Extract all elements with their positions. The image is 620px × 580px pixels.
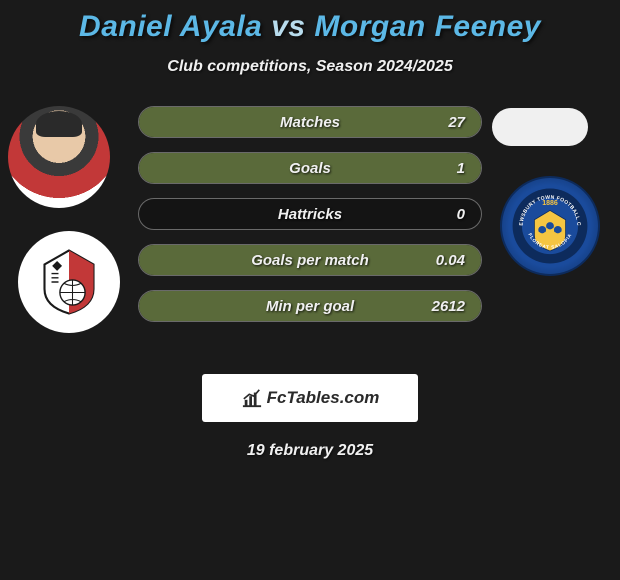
player2-avatar-placeholder: [492, 108, 588, 146]
stat-row-min-per-goal: Min per goal 2612: [138, 290, 482, 322]
comparison-title: Daniel Ayala vs Morgan Feeney: [0, 0, 620, 44]
stat-value-right: 1: [457, 160, 465, 177]
snapshot-date: 19 february 2025: [0, 442, 620, 460]
stat-row-hattricks: Hattricks 0: [138, 198, 482, 230]
rotherham-icon: [34, 247, 104, 317]
player1-avatar: [8, 106, 110, 208]
branding-badge: FcTables.com: [202, 374, 418, 422]
stat-pills: Matches 27 Goals 1 Hattricks 0 Goals per match…: [138, 106, 482, 336]
stat-value-right: 2612: [432, 298, 465, 315]
stat-label: Matches: [280, 114, 340, 131]
player2-club-badge: 1886 SHREWSBURY TOWN FOOTBALL CLUB FLORE…: [500, 176, 600, 276]
stat-row-goals: Goals 1: [138, 152, 482, 184]
stat-row-matches: Matches 27: [138, 106, 482, 138]
stat-label: Hattricks: [278, 206, 342, 223]
stat-label: Goals: [289, 160, 331, 177]
player1-name: Daniel Ayala: [79, 10, 262, 43]
stat-label: Min per goal: [266, 298, 354, 315]
stat-value-right: 27: [448, 114, 465, 131]
stat-row-goals-per-match: Goals per match 0.04: [138, 244, 482, 276]
season-subtitle: Club competitions, Season 2024/2025: [0, 58, 620, 76]
stat-label: Goals per match: [251, 252, 369, 269]
stat-value-right: 0: [457, 206, 465, 223]
stat-value-right: 0.04: [436, 252, 465, 269]
stats-area: 1886 SHREWSBURY TOWN FOOTBALL CLUB FLORE…: [0, 106, 620, 356]
shrewsbury-icon: 1886 SHREWSBURY TOWN FOOTBALL CLUB FLORE…: [511, 187, 589, 265]
vs-connector: vs: [271, 10, 305, 43]
chart-icon: [241, 388, 263, 408]
player1-club-badge: [18, 231, 120, 333]
branding-text: FcTables.com: [267, 388, 380, 408]
player2-name: Morgan Feeney: [314, 10, 541, 43]
